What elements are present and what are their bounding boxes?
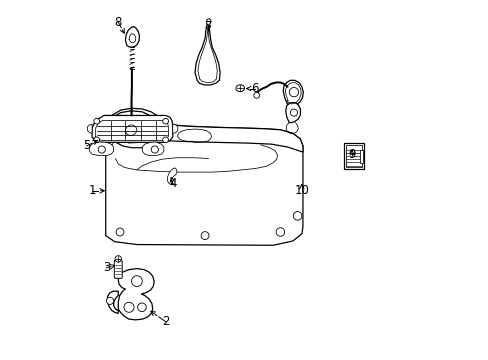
Text: 2: 2 — [162, 315, 169, 328]
Polygon shape — [105, 111, 303, 245]
Polygon shape — [125, 27, 139, 47]
FancyBboxPatch shape — [344, 143, 363, 169]
Polygon shape — [118, 269, 154, 320]
Polygon shape — [172, 124, 178, 134]
Circle shape — [163, 118, 168, 124]
Circle shape — [94, 137, 100, 143]
Text: 3: 3 — [102, 261, 110, 274]
Circle shape — [115, 256, 121, 262]
Polygon shape — [105, 111, 303, 152]
Circle shape — [94, 118, 100, 124]
Text: 4: 4 — [169, 177, 176, 190]
Polygon shape — [106, 108, 163, 148]
Circle shape — [290, 109, 297, 116]
Circle shape — [106, 297, 113, 305]
Polygon shape — [92, 116, 172, 142]
Polygon shape — [142, 142, 163, 156]
Ellipse shape — [235, 85, 244, 91]
Text: 10: 10 — [294, 184, 309, 197]
Polygon shape — [195, 24, 220, 85]
Circle shape — [201, 231, 208, 239]
Text: 1: 1 — [88, 184, 96, 197]
Polygon shape — [87, 124, 92, 134]
Circle shape — [163, 137, 168, 143]
Circle shape — [293, 212, 301, 220]
Polygon shape — [89, 142, 113, 156]
FancyBboxPatch shape — [360, 150, 363, 163]
Circle shape — [98, 146, 105, 153]
Circle shape — [289, 87, 298, 97]
Polygon shape — [167, 168, 177, 185]
Circle shape — [253, 93, 259, 98]
Text: 6: 6 — [251, 82, 259, 95]
Circle shape — [276, 228, 284, 236]
Polygon shape — [285, 103, 300, 123]
Circle shape — [116, 228, 124, 236]
Circle shape — [151, 146, 158, 153]
Circle shape — [137, 303, 146, 312]
Polygon shape — [107, 291, 118, 314]
Text: 7: 7 — [204, 20, 212, 33]
Text: 9: 9 — [347, 148, 355, 161]
FancyBboxPatch shape — [346, 145, 362, 167]
FancyBboxPatch shape — [114, 261, 122, 278]
Text: 8: 8 — [114, 16, 122, 29]
Polygon shape — [283, 80, 303, 105]
Circle shape — [131, 276, 142, 287]
Text: 5: 5 — [83, 139, 90, 152]
Circle shape — [124, 302, 134, 312]
